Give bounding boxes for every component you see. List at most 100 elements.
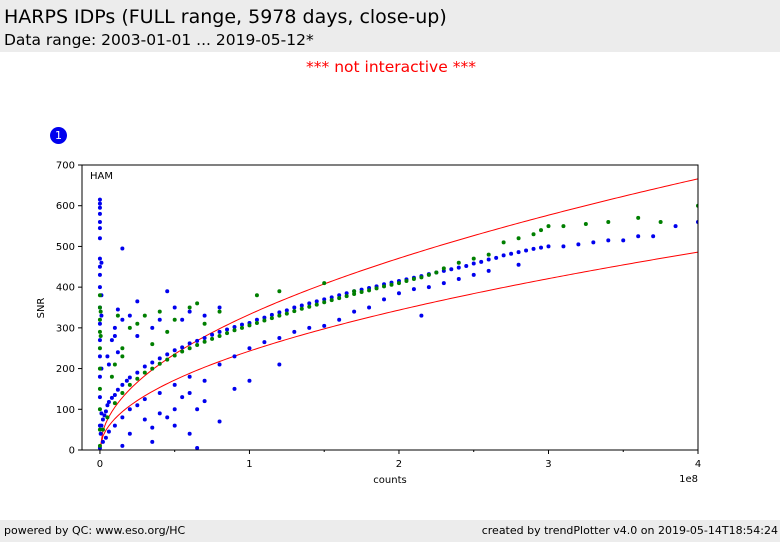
data-point xyxy=(172,317,177,322)
data-point xyxy=(217,329,222,334)
data-point xyxy=(516,262,521,267)
data-point xyxy=(217,305,222,310)
data-point xyxy=(97,443,102,448)
data-point xyxy=(127,431,132,436)
data-point xyxy=(106,429,111,434)
data-point xyxy=(471,256,476,261)
data-point xyxy=(97,205,102,210)
data-point xyxy=(217,362,222,367)
data-point xyxy=(202,313,207,318)
data-point xyxy=(546,244,551,249)
data-point xyxy=(225,331,230,336)
data-point xyxy=(232,354,237,359)
not-interactive-notice: *** not interactive *** xyxy=(306,58,476,76)
data-point xyxy=(322,281,327,286)
x-tick-label: 0 xyxy=(97,459,103,470)
data-point xyxy=(187,305,192,310)
data-point xyxy=(651,234,656,239)
data-point xyxy=(277,336,282,341)
plot-area xyxy=(82,165,698,450)
data-point xyxy=(359,290,364,295)
data-point xyxy=(187,374,192,379)
data-point xyxy=(180,395,185,400)
data-point xyxy=(531,246,536,251)
footer-credit-link[interactable]: powered by QC: www.eso.org/HC xyxy=(4,524,186,537)
data-point xyxy=(100,417,105,422)
data-point xyxy=(456,260,461,265)
data-point xyxy=(471,261,476,266)
plot-number-badge: 1 xyxy=(50,127,67,144)
data-point xyxy=(606,238,611,243)
data-point xyxy=(583,222,588,227)
data-point xyxy=(157,309,162,314)
data-point xyxy=(606,220,611,224)
data-point xyxy=(232,325,237,330)
data-point xyxy=(329,295,334,300)
data-point xyxy=(307,304,312,309)
data-point xyxy=(337,293,342,298)
data-point xyxy=(486,268,491,273)
data-point xyxy=(292,305,297,310)
data-point xyxy=(202,336,207,341)
data-point xyxy=(284,308,289,313)
data-point xyxy=(509,251,514,256)
x-tick-label: 1 xyxy=(246,459,252,470)
data-point xyxy=(307,301,312,306)
data-point xyxy=(239,322,244,327)
data-point xyxy=(135,370,140,375)
data-point xyxy=(217,309,222,314)
data-point xyxy=(150,342,155,347)
data-point xyxy=(97,272,102,277)
data-point xyxy=(322,297,327,302)
data-point xyxy=(120,346,125,351)
data-point xyxy=(97,211,102,216)
data-point xyxy=(187,309,192,314)
data-point xyxy=(127,375,132,380)
data-point xyxy=(165,329,170,334)
limit-line-upper xyxy=(99,178,698,450)
data-point xyxy=(277,289,282,294)
data-point xyxy=(299,306,304,311)
data-point xyxy=(115,350,120,355)
data-point xyxy=(352,289,357,294)
data-point xyxy=(120,246,125,251)
data-point xyxy=(120,391,125,395)
data-point xyxy=(120,443,125,448)
data-point xyxy=(135,299,140,304)
data-point xyxy=(135,334,140,338)
data-point xyxy=(322,300,327,305)
data-point xyxy=(225,327,230,332)
data-point xyxy=(456,265,461,270)
data-point xyxy=(127,325,132,330)
data-point xyxy=(232,328,237,333)
data-point xyxy=(99,260,104,265)
data-point xyxy=(217,334,222,338)
data-point xyxy=(150,366,155,371)
data-point xyxy=(97,329,102,334)
data-point xyxy=(150,360,155,365)
data-point xyxy=(157,317,162,322)
data-points xyxy=(97,197,698,450)
data-point xyxy=(106,362,111,367)
data-point xyxy=(636,215,641,220)
y-axis: 0 100 200 300 400 500 600 700 xyxy=(56,161,82,457)
data-point xyxy=(426,272,431,277)
data-point xyxy=(658,220,663,224)
data-point xyxy=(247,378,252,383)
data-point xyxy=(150,425,155,430)
data-point xyxy=(97,395,102,400)
data-point xyxy=(112,334,117,338)
data-point xyxy=(115,313,120,318)
data-point xyxy=(112,393,117,398)
data-point xyxy=(426,285,431,290)
data-point xyxy=(441,281,446,286)
data-point xyxy=(269,312,274,317)
data-point xyxy=(299,303,304,308)
data-point xyxy=(135,321,140,326)
data-point xyxy=(254,320,259,325)
data-point xyxy=(142,370,147,375)
data-point xyxy=(100,427,105,432)
data-point xyxy=(112,362,117,367)
data-point xyxy=(516,236,521,241)
data-point xyxy=(202,339,207,344)
